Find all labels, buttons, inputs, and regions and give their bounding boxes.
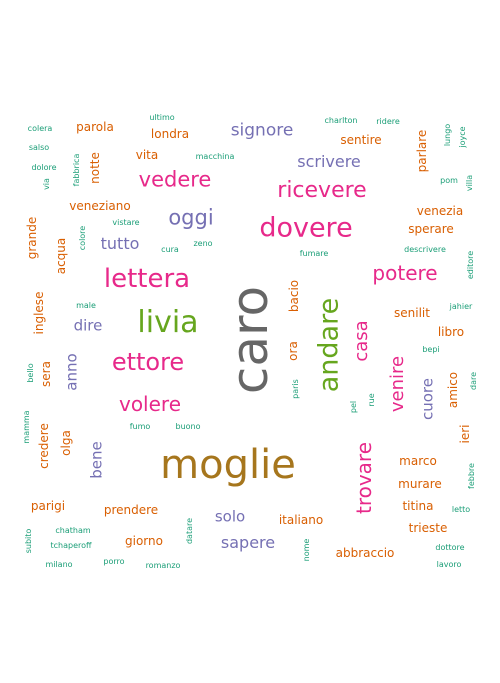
word-murare: murare (398, 477, 442, 491)
word-vedere: vedere (138, 167, 212, 192)
word-porro: porro (103, 557, 125, 566)
word-romanzo: romanzo (145, 561, 181, 570)
word-datare: datare (185, 517, 194, 545)
word-senilit: senilit (394, 306, 430, 320)
word-vistare: vistare (112, 218, 140, 227)
word-signore: signore (230, 120, 294, 141)
word-credere: credere (37, 423, 51, 469)
word-male: male (76, 301, 96, 310)
word-italiano: italiano (278, 513, 324, 527)
word-ridere: ridere (376, 117, 400, 126)
word-macchina: macchina (195, 152, 235, 161)
word-volere: volere (118, 392, 182, 416)
word-olga: olga (59, 430, 73, 456)
word-oggi: oggi (168, 205, 214, 230)
word-lungo: lungo (443, 123, 452, 147)
word-bacio: bacio (287, 279, 301, 313)
word-colera: colera (27, 124, 53, 133)
word-casa: casa (351, 320, 372, 362)
word-tchaperoff: tchaperoff (50, 541, 92, 550)
word-fumo: fumo (129, 422, 151, 431)
word-lavoro: lavoro (436, 560, 462, 569)
word-editore: editore (466, 250, 475, 280)
word-trovare: trovare (352, 441, 376, 515)
word-sentire: sentire (340, 133, 382, 147)
word-chatham: chatham (55, 526, 91, 535)
word-libro: libro (437, 325, 465, 339)
word-descrivere: descrivere (404, 245, 446, 254)
word-moglie: moglie (160, 442, 296, 488)
word-rue: rue (367, 393, 376, 407)
word-fabbrica: fabbrica (72, 153, 81, 187)
word-paris: paris (291, 379, 300, 399)
word-ettore: ettore (111, 348, 185, 376)
word-dare: dare (469, 371, 478, 391)
word-caro: caro (221, 285, 279, 395)
word-subito: subito (24, 528, 33, 554)
word-villa: villa (465, 174, 474, 192)
word-milano: milano (45, 560, 73, 569)
word-parola: parola (76, 120, 114, 134)
word-nome: nome (302, 538, 311, 562)
word-sperare: sperare (408, 222, 454, 236)
word-zeno: zeno (193, 239, 213, 248)
word-sapere: sapere (220, 533, 276, 552)
word-venezia: venezia (416, 204, 464, 218)
word-giorno: giorno (125, 534, 163, 548)
word-buono: buono (175, 422, 201, 431)
word-amico: amico (446, 371, 460, 409)
word-bene: bene (87, 441, 106, 479)
word-charlton: charlton (324, 116, 358, 125)
word-ora: ora (286, 341, 300, 361)
word-pom: pom (440, 176, 458, 185)
word-pel: pel (349, 400, 358, 414)
word-veneziano: veneziano (69, 199, 131, 213)
word-livia: livia (137, 305, 199, 340)
word-dire: dire (73, 316, 103, 335)
word-joyce: joyce (458, 126, 467, 148)
word-notte: notte (88, 152, 102, 184)
word-cuore: cuore (418, 378, 437, 420)
word-grande: grande (25, 216, 39, 260)
word-lettera: lettera (103, 264, 191, 294)
word-fumare: fumare (299, 249, 329, 258)
word-marco: marco (399, 454, 437, 468)
word-londra: londra (150, 127, 190, 141)
word-anno: anno (62, 353, 81, 391)
word-dovere: dovere (259, 212, 353, 244)
word-mamma: mamma (22, 410, 31, 444)
word-bepi: bepi (422, 345, 440, 354)
word-ieri: ieri (458, 424, 472, 444)
word-salso: salso (28, 143, 50, 152)
word-parlare: parlare (415, 129, 429, 173)
word-parigi: parigi (30, 499, 66, 513)
word-jahier: jahier (449, 302, 473, 311)
word-via: via (42, 178, 51, 190)
word-potere: potere (372, 261, 438, 285)
word-ricevere: ricevere (277, 178, 367, 203)
word-sera: sera (39, 361, 53, 387)
word-febbre: febbre (467, 463, 476, 489)
word-trieste: trieste (408, 521, 448, 535)
word-acqua: acqua (54, 237, 68, 275)
word-venire: venire (387, 355, 408, 413)
word-letto: letto (451, 505, 471, 514)
word-vita: vita (135, 148, 159, 162)
word-solo: solo (214, 507, 246, 526)
word-prendere: prendere (103, 503, 159, 517)
word-abbraccio: abbraccio (335, 546, 395, 560)
word-colore: colore (78, 225, 87, 251)
word-inglese: inglese (32, 291, 46, 335)
word-dolore: dolore (31, 163, 57, 172)
word-tutto: tutto (100, 234, 140, 253)
word-dottore: dottore (435, 543, 465, 552)
word-titina: titina (402, 499, 434, 513)
word-scrivere: scrivere (297, 152, 361, 171)
word-andare: andare (313, 297, 345, 393)
word-ultimo: ultimo (149, 113, 175, 122)
word-cura: cura (161, 245, 179, 254)
word-bello: bello (26, 363, 35, 383)
